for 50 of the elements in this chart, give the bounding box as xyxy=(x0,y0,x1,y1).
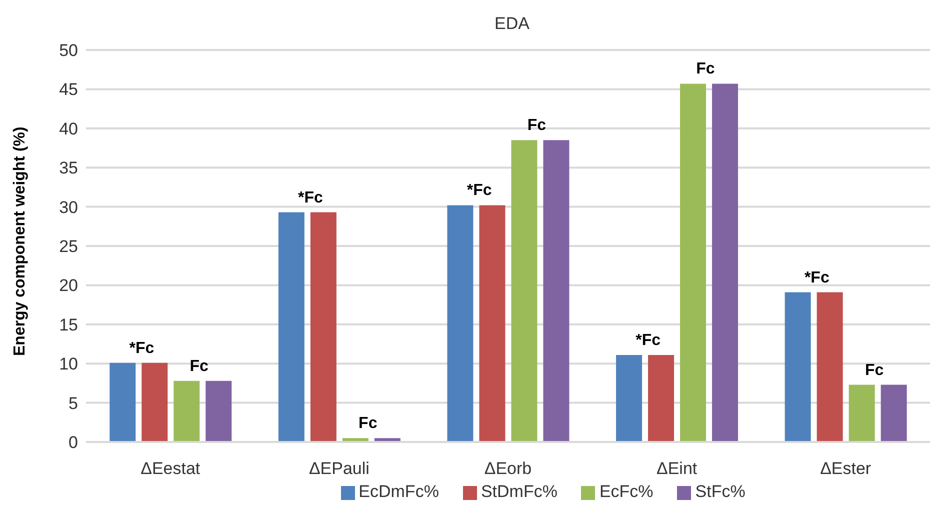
legend-label: EcFc% xyxy=(599,482,654,501)
legend-label: StFc% xyxy=(695,482,746,501)
x-tick-label: ΔEPauli xyxy=(308,459,370,478)
x-tick-label: ΔEestat xyxy=(140,459,200,478)
annotation: *Fc xyxy=(129,340,154,357)
bar xyxy=(880,384,907,442)
bar xyxy=(110,362,136,442)
annotation: *Fc xyxy=(298,189,324,206)
y-tick-label: 5 xyxy=(68,394,78,413)
y-axis-title: Energy component weight (%) xyxy=(12,126,29,356)
y-tick-label: 45 xyxy=(59,80,78,100)
bar xyxy=(848,384,875,442)
x-tick-label: ΔEorb xyxy=(484,459,532,478)
annotation: *Fc xyxy=(804,269,830,286)
bar xyxy=(174,380,200,442)
bar xyxy=(680,84,706,442)
bar xyxy=(712,84,738,442)
y-tick-label: 15 xyxy=(59,315,78,334)
x-tick-label: ΔEster xyxy=(820,459,872,478)
bar xyxy=(648,354,674,442)
bar xyxy=(511,140,538,442)
bar xyxy=(278,212,304,442)
legend-label: EcDmFc% xyxy=(358,482,439,501)
x-tick-label: ΔEint xyxy=(656,459,698,478)
annotation: Fc xyxy=(696,60,715,78)
bar xyxy=(479,205,506,442)
chart-title: EDA xyxy=(494,13,530,35)
y-tick-label: 40 xyxy=(59,119,78,138)
legend-label: StDmFc% xyxy=(480,482,558,501)
bar xyxy=(142,362,168,442)
annotation: Fc xyxy=(864,362,884,379)
y-tick-label: 30 xyxy=(59,198,78,217)
annotation: *Fc xyxy=(636,332,661,349)
y-tick-label: 0 xyxy=(68,433,78,452)
annotation: Fc xyxy=(190,358,209,375)
bar xyxy=(543,140,570,442)
annotation: Fc xyxy=(527,117,546,134)
annotation: *Fc xyxy=(466,182,492,200)
y-tick-label: 50 xyxy=(59,41,78,60)
bar xyxy=(310,212,336,442)
y-tick-label: 10 xyxy=(59,354,78,374)
y-tick-label: 25 xyxy=(59,237,78,256)
bar xyxy=(784,292,811,442)
y-tick-label: 20 xyxy=(59,276,78,296)
bar xyxy=(616,354,642,442)
bar xyxy=(447,205,474,442)
bar xyxy=(816,292,843,442)
annotation: Fc xyxy=(358,415,378,432)
y-tick-label: 35 xyxy=(59,158,78,178)
bar xyxy=(206,380,232,442)
